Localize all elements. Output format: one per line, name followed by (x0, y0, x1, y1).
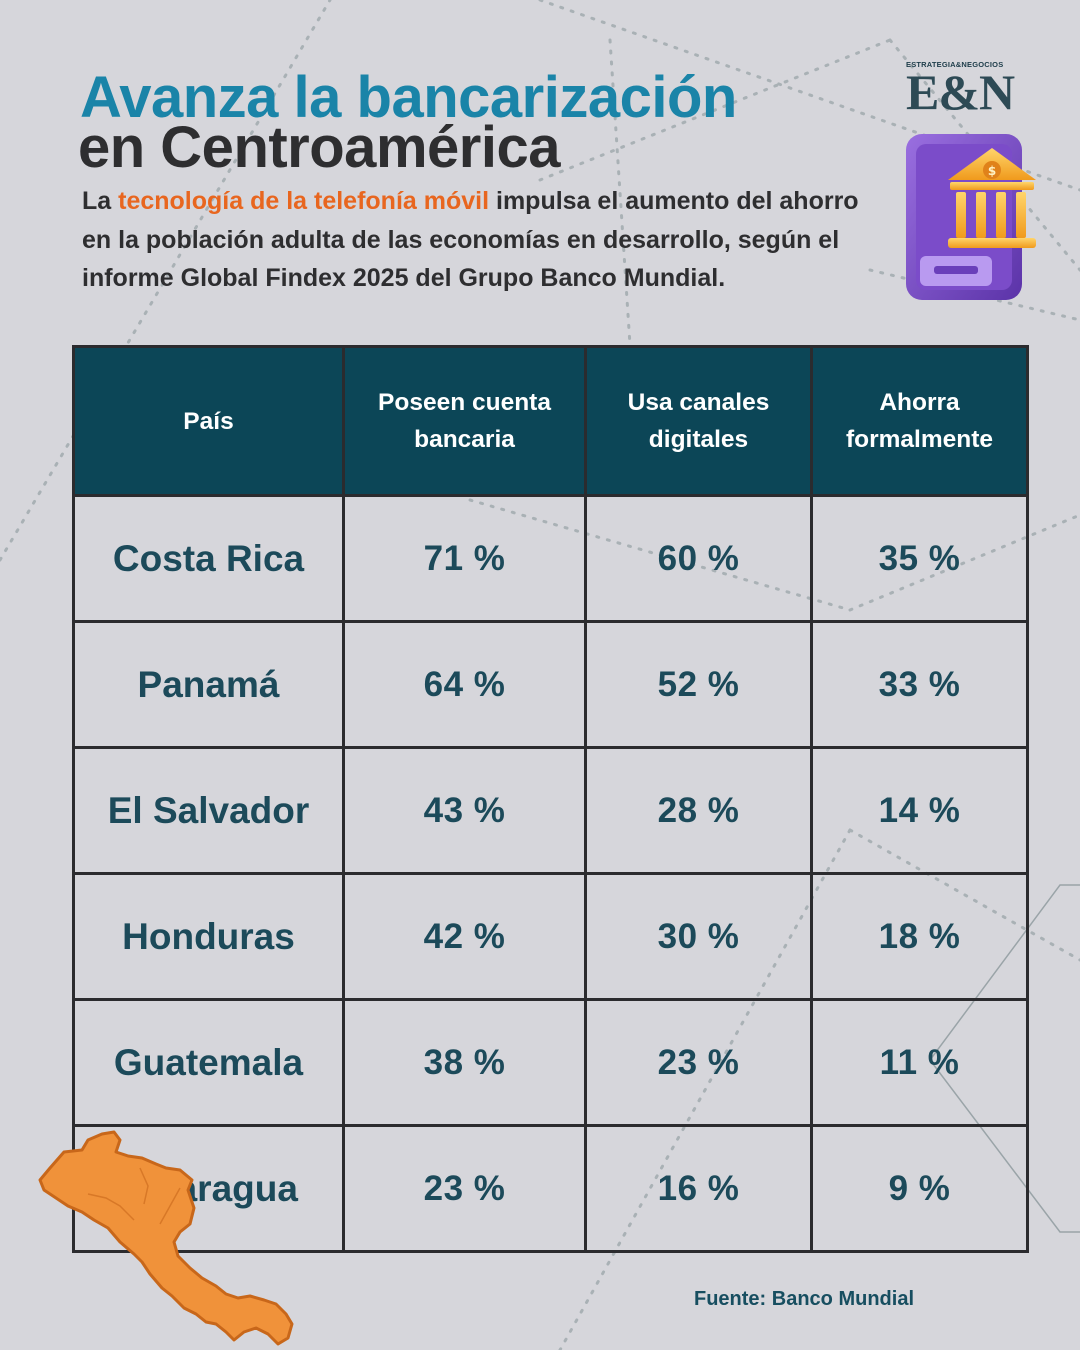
table-header-row: País Poseen cuenta bancaria Usa canales … (72, 345, 1029, 497)
intro-highlight: tecnología de la telefonía móvil (118, 187, 490, 215)
account-cell: 64 % (342, 620, 587, 749)
table-row: El Salvador 43 % 28 % 14 % (72, 746, 1029, 875)
account-cell: 38 % (342, 998, 587, 1127)
savings-cell: 11 % (810, 998, 1029, 1127)
column-header-country: País (72, 345, 345, 497)
savings-cell: 14 % (810, 746, 1029, 875)
logo-mark: E&N (906, 64, 1015, 120)
digital-cell: 28 % (584, 746, 813, 875)
banking-data-table: País Poseen cuenta bancaria Usa canales … (72, 345, 1029, 1253)
column-header-savings: Ahorra formalmente (810, 345, 1029, 497)
intro-rest: impulsa el aumento del ahorro en la pobl… (82, 187, 859, 292)
title-line-1: Avanza la bancarización (80, 65, 737, 130)
svg-text:$: $ (988, 164, 996, 178)
country-cell: Honduras (72, 872, 345, 1001)
savings-cell: 33 % (810, 620, 1029, 749)
digital-cell: 60 % (584, 494, 813, 623)
account-cell: 43 % (342, 746, 587, 875)
table-row: Honduras 42 % 30 % 18 % (72, 872, 1029, 1001)
country-cell: El Salvador (72, 746, 345, 875)
intro-paragraph: La tecnología de la telefonía móvil impu… (82, 182, 882, 298)
country-cell: Guatemala (72, 998, 345, 1127)
central-america-map-icon (38, 1130, 294, 1346)
digital-cell: 16 % (584, 1124, 813, 1253)
table-row: Costa Rica 71 % 60 % 35 % (72, 494, 1029, 623)
column-header-digital: Usa canales digitales (584, 345, 813, 497)
digital-cell: 30 % (584, 872, 813, 1001)
table-row: Nicaragua 23 % 16 % 9 % (72, 1124, 1029, 1253)
savings-cell: 35 % (810, 494, 1029, 623)
digital-cell: 52 % (584, 620, 813, 749)
title-line-2: en Centroamérica (78, 115, 560, 180)
intro-lead: La (82, 187, 119, 215)
digital-cell: 23 % (584, 998, 813, 1127)
source-note: Fuente: Banco Mundial (694, 1288, 914, 1310)
table-row: Guatemala 38 % 23 % 11 % (72, 998, 1029, 1127)
logo-tagline: ESTRATEGIA&NEGOCIOS (906, 60, 1004, 69)
mobile-bank-icon: $ (906, 134, 1036, 300)
savings-cell: 9 % (810, 1124, 1029, 1253)
account-cell: 42 % (342, 872, 587, 1001)
account-cell: 71 % (342, 494, 587, 623)
account-cell: 23 % (342, 1124, 587, 1253)
country-cell: Panamá (72, 620, 345, 749)
column-header-account: Poseen cuenta bancaria (342, 345, 587, 497)
country-cell: Costa Rica (72, 494, 345, 623)
table-row: Panamá 64 % 52 % 33 % (72, 620, 1029, 749)
brand-logo: ESTRATEGIA&NEGOCIOS E&N (900, 60, 1040, 120)
savings-cell: 18 % (810, 872, 1029, 1001)
